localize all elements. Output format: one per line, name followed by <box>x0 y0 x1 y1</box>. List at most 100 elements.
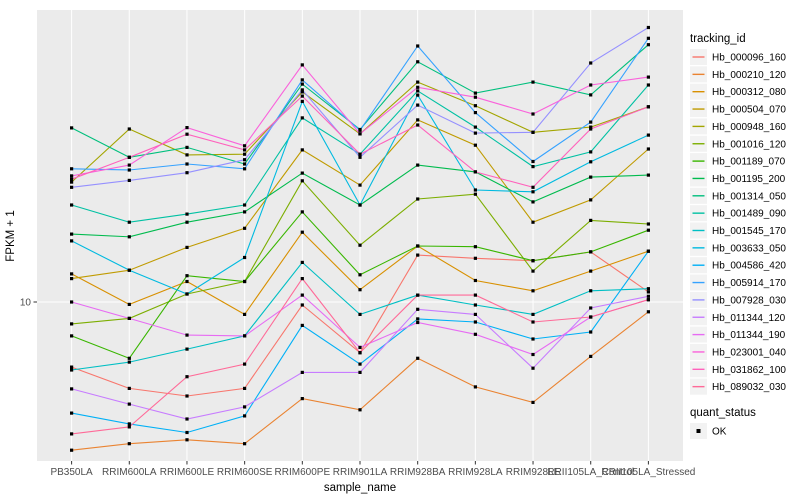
legend-label: Hb_003633_050 <box>712 243 786 254</box>
legend-label: Hb_001189_070 <box>712 157 786 168</box>
data-point-marker <box>243 405 247 409</box>
legend-quant-entry: OK <box>690 423 727 439</box>
data-point-marker <box>300 370 304 374</box>
data-point-marker <box>589 175 593 179</box>
data-point-marker <box>127 178 131 182</box>
data-point-marker <box>358 183 362 187</box>
data-point-marker <box>70 239 74 243</box>
data-point-marker <box>185 132 189 136</box>
data-point-marker <box>127 386 131 390</box>
legend-label: Hb_001314_050 <box>712 191 786 202</box>
data-point-marker <box>70 180 74 184</box>
data-point-marker <box>358 312 362 316</box>
data-point-marker <box>531 130 535 134</box>
data-point-marker <box>589 250 593 254</box>
data-point-marker <box>243 312 247 316</box>
data-point-marker <box>531 400 535 404</box>
data-point-marker <box>300 82 304 86</box>
data-point-marker <box>473 293 477 297</box>
data-point-marker <box>185 430 189 435</box>
data-point-marker <box>243 158 247 162</box>
data-point-marker <box>646 75 650 79</box>
data-point-marker <box>589 150 593 154</box>
data-point-marker <box>243 226 247 230</box>
legend-label: Hb_011344_190 <box>712 330 786 341</box>
data-point-marker <box>243 203 247 207</box>
data-point-marker <box>185 333 189 337</box>
data-point-marker <box>358 155 362 159</box>
data-point-marker <box>127 168 131 172</box>
legend-label: Hb_000948_160 <box>712 122 786 133</box>
x-tick-label: RRIM600LE <box>160 467 215 478</box>
x-axis-title: sample_name <box>324 482 396 494</box>
axes: PB350LA RRIM600LA RRIM600LE RRIM600SE RRIM60… <box>20 298 695 479</box>
data-point-marker <box>416 356 420 360</box>
legend-title-tracking: tracking_id <box>690 33 746 45</box>
data-point-marker <box>243 148 247 152</box>
data-point-marker <box>127 235 131 239</box>
data-point-marker <box>646 298 650 302</box>
legend-label: Hb_023001_040 <box>712 347 786 358</box>
data-point-marker <box>416 197 420 201</box>
data-point-marker <box>185 375 189 379</box>
data-point-marker <box>300 260 304 264</box>
legend-label: Hb_089032_030 <box>712 382 786 393</box>
data-point-marker <box>358 288 362 292</box>
data-point-marker <box>300 323 304 327</box>
data-point-marker <box>127 356 131 360</box>
data-point-marker <box>300 179 304 183</box>
data-point-marker <box>589 306 593 310</box>
x-tick-label: RRII105LA_Control <box>547 467 634 478</box>
legend-entry: Hb_000210_120 <box>690 66 786 83</box>
x-tick-label: RRIM928LA <box>448 467 503 478</box>
data-point-marker <box>646 133 650 137</box>
data-point-marker <box>589 330 593 334</box>
legend-label: Hb_005914_170 <box>712 278 786 289</box>
data-point-marker <box>589 289 593 293</box>
data-point-marker <box>127 155 131 159</box>
data-point-marker <box>589 83 593 87</box>
data-point-marker <box>416 103 420 107</box>
data-point-marker <box>70 322 74 326</box>
data-point-marker <box>473 256 477 260</box>
data-point-marker <box>473 332 477 336</box>
data-point-marker <box>416 317 420 321</box>
data-point-marker <box>127 402 131 406</box>
data-point-marker <box>589 61 593 65</box>
data-point-marker <box>300 277 304 281</box>
data-point-marker <box>473 95 477 99</box>
data-point-marker <box>358 132 362 136</box>
data-point-marker <box>70 126 74 130</box>
data-point-marker <box>473 170 477 174</box>
data-point-marker <box>185 171 189 175</box>
data-point-marker <box>300 210 304 214</box>
data-point-marker <box>185 292 189 296</box>
data-point-marker <box>646 43 650 47</box>
legend-entry: Hb_031862_100 <box>690 361 786 378</box>
data-point-marker <box>127 220 131 224</box>
data-point-marker <box>473 188 477 192</box>
data-point-marker <box>70 203 74 207</box>
data-point-marker <box>358 345 362 349</box>
data-point-marker <box>416 123 420 127</box>
legend-entry: Hb_000312_080 <box>690 83 786 100</box>
data-point-marker <box>127 422 131 426</box>
data-point-marker <box>589 160 593 164</box>
data-point-marker <box>185 212 189 216</box>
data-point-marker <box>243 442 247 446</box>
legend-label: OK <box>712 427 727 438</box>
data-point-marker <box>185 162 189 166</box>
data-point-marker <box>646 83 650 87</box>
data-point-marker <box>358 203 362 207</box>
legend-label: Hb_004586_420 <box>712 261 786 272</box>
data-point-marker <box>473 192 477 196</box>
data-point-marker <box>416 253 420 257</box>
data-point-marker <box>473 303 477 307</box>
legend-label: Hb_001489_090 <box>712 209 786 220</box>
data-point-marker <box>589 218 593 222</box>
data-point-marker <box>358 273 362 277</box>
data-point-marker <box>416 80 420 84</box>
data-point-marker <box>646 294 650 298</box>
data-point-marker <box>646 173 650 177</box>
data-point-marker <box>416 307 420 311</box>
